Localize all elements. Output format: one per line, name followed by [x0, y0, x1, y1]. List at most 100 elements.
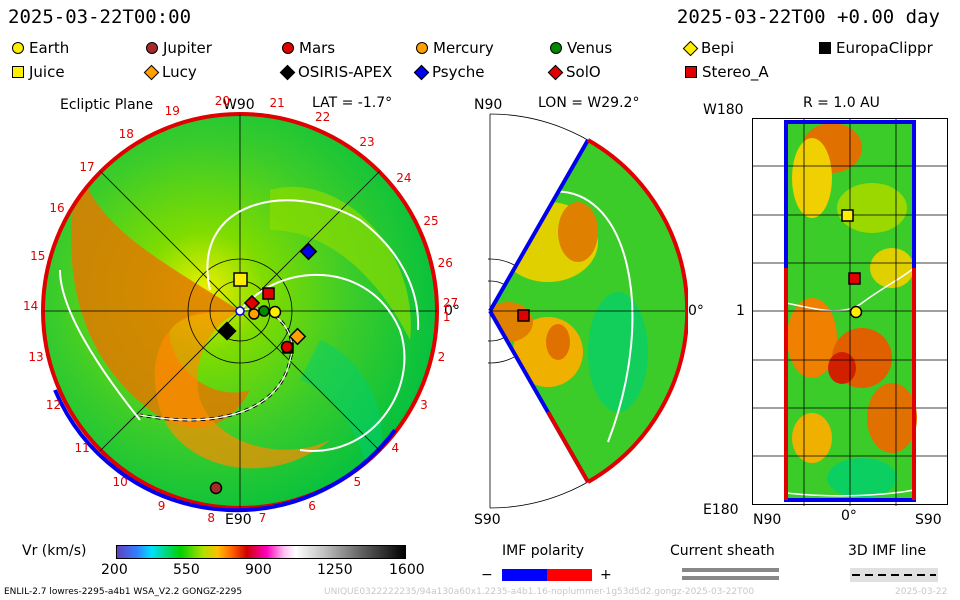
legend-label: Bepi: [701, 39, 735, 57]
legend-item-stereo-a: Stereo_A: [685, 63, 769, 81]
ecliptic-tick: 17: [79, 159, 95, 174]
juice-marker: [233, 272, 248, 287]
legend-label: SolO: [566, 63, 601, 81]
ecliptic-tick: 5: [353, 475, 362, 490]
ecliptic-tick: 20: [214, 93, 230, 108]
legend-item-juice: Juice: [12, 63, 65, 81]
ecliptic-rim-negative: [53, 389, 397, 513]
imf-polarity-label: IMF polarity: [502, 543, 585, 559]
latlon-top-label: W180: [703, 102, 744, 118]
ecliptic-tick: 27: [442, 295, 459, 310]
meridional-lon-label: LON = W29.2°: [538, 95, 640, 111]
latlon-x-left: N90: [753, 512, 782, 528]
legend-item-jupiter: Jupiter: [146, 39, 212, 57]
latlon-stereo-a-marker: [848, 272, 861, 285]
legend-label: EuropaClippr: [836, 39, 933, 57]
legend-label: Jupiter: [163, 39, 212, 57]
colorbar-label: Vr (km/s): [22, 543, 87, 559]
meridional-plane-plot: [488, 113, 688, 509]
diamond-icon: [682, 40, 699, 56]
mars-marker: [280, 340, 294, 354]
latlon-r-label: R = 1.0 AU: [803, 95, 880, 111]
osiris-apex-marker: [217, 321, 237, 341]
ecliptic-tick: 12: [45, 398, 62, 413]
meridional-stereo-a-marker: [517, 309, 530, 322]
imf-plus-label: +: [600, 567, 612, 583]
colorbar: [116, 545, 406, 559]
lucy-marker: [288, 327, 307, 346]
legend-item-psyche: Psyche: [413, 63, 485, 81]
colorbar-tick: 1250: [317, 562, 353, 578]
meridional-right-label: 0°: [688, 303, 704, 319]
circle-icon: [12, 42, 24, 54]
model-info: ENLIL-2.7 lowres-2295-a4b1 WSA_V2.2 GONG…: [4, 587, 243, 597]
venus-marker: [258, 305, 270, 317]
run-id: UNIQUE0322222235/94a130a60x1.2235-a4b1.1…: [324, 587, 755, 597]
latlon-plot: [752, 118, 948, 506]
circle-icon: [416, 42, 428, 54]
latlon-bottom-label: E180: [703, 502, 739, 518]
footer-date: 2025-03-22: [895, 587, 948, 597]
legend-label: OSIRIS-APEX: [298, 63, 393, 81]
legend-label: Juice: [29, 63, 65, 81]
legend-label: Mars: [299, 39, 336, 57]
ecliptic-tick: 8: [207, 511, 216, 526]
meridional-top-label: N90: [474, 97, 503, 113]
legend-label: Psyche: [432, 63, 485, 81]
ecliptic-top-label: W90: [223, 97, 255, 113]
datetime-offset-title: 2025-03-22T00 +0.00 day: [676, 6, 940, 28]
colorbar-tick: 200: [101, 562, 128, 578]
ecliptic-tick: 16: [49, 201, 65, 216]
ecliptic-tick: 18: [118, 126, 134, 141]
meridional-north-boundary: [488, 139, 590, 312]
legend-label: Earth: [29, 39, 70, 57]
diamond-icon: [413, 64, 430, 80]
stereo-a-marker: [262, 287, 275, 300]
ecliptic-tick: 19: [164, 104, 180, 119]
legend-item-mercury: Mercury: [416, 39, 494, 57]
mercury-marker: [248, 308, 260, 320]
legend-item-solo: SolO: [547, 63, 601, 81]
imf-negative-swatch: [502, 569, 547, 581]
diamond-icon: [547, 64, 564, 80]
meridional-bottom-label: S90: [474, 512, 501, 528]
datetime-title: 2025-03-22T00:00: [8, 6, 192, 28]
imf-minus-label: −: [481, 567, 493, 583]
ecliptic-title: Ecliptic Plane: [60, 97, 154, 113]
latlon-earth-marker: [849, 305, 863, 319]
legend-item-earth: Earth: [12, 39, 69, 57]
ecliptic-tick: 15: [30, 248, 46, 263]
current-sheath-swatch-bottom: [682, 576, 779, 580]
ecliptic-tick: 14: [23, 299, 39, 314]
ecliptic-tick: 9: [157, 499, 166, 514]
ecliptic-tick: 7: [258, 511, 267, 526]
solo-marker: [243, 294, 261, 312]
circle-icon: [282, 42, 294, 54]
current-sheath-line: [239, 273, 406, 452]
imf-positive-swatch: [547, 569, 592, 581]
ecliptic-tick: 6: [308, 499, 316, 514]
colorbar-tick: 900: [245, 562, 272, 578]
colorbar-tick: 550: [173, 562, 200, 578]
ecliptic-tick: 1: [442, 310, 451, 325]
square-icon: [819, 42, 831, 54]
meridional-rim: [587, 138, 688, 484]
legend-label: Mercury: [433, 39, 494, 57]
legend-item-lucy: Lucy: [143, 63, 197, 81]
ecliptic-tick: 25: [423, 214, 439, 229]
latlon-current-sheath: [785, 267, 915, 312]
sun-marker: [235, 306, 245, 316]
latlon-x-mid: 0°: [841, 508, 857, 524]
jupiter-marker: [209, 481, 223, 495]
diamond-icon: [279, 64, 296, 80]
latlon-x-right: S90: [915, 512, 942, 528]
ecliptic-tick: 23: [359, 135, 375, 150]
ecliptic-tick: 11: [74, 440, 90, 455]
ecliptic-tick: 2: [437, 350, 446, 365]
legend-item-mars: Mars: [282, 39, 335, 57]
psyche-marker: [299, 242, 318, 261]
legend-item-bepi: Bepi: [682, 39, 735, 57]
latlon-mid-label: 1: [736, 303, 745, 319]
fast-stream-region: [71, 170, 250, 428]
circle-icon: [550, 42, 562, 54]
